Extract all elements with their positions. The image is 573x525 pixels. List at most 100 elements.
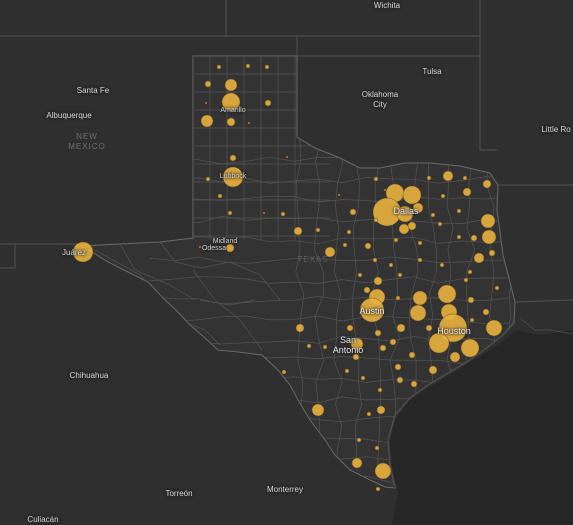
population-symbol[interactable] <box>221 92 241 112</box>
population-symbol[interactable] <box>373 176 379 182</box>
population-symbol[interactable] <box>394 363 402 371</box>
population-symbol[interactable] <box>280 211 286 217</box>
population-symbol[interactable] <box>264 64 270 70</box>
population-symbol[interactable] <box>409 304 427 322</box>
population-symbol[interactable] <box>374 462 392 480</box>
population-symbol[interactable] <box>428 332 450 354</box>
population-symbol[interactable] <box>217 193 223 199</box>
population-symbol[interactable] <box>467 296 475 304</box>
population-symbol[interactable] <box>395 295 401 301</box>
population-symbol[interactable] <box>293 226 303 236</box>
population-symbol[interactable] <box>229 154 237 162</box>
population-symbol[interactable] <box>440 193 446 199</box>
population-symbol[interactable] <box>467 269 473 275</box>
population-symbol[interactable] <box>402 185 422 205</box>
population-symbol[interactable] <box>412 202 424 214</box>
population-symbol[interactable] <box>438 313 468 343</box>
population-symbol[interactable] <box>482 308 490 316</box>
population-symbol[interactable] <box>356 437 362 443</box>
population-symbol[interactable] <box>226 117 236 127</box>
population-symbol[interactable] <box>349 208 357 216</box>
population-symbol[interactable] <box>389 338 397 346</box>
population-symbol[interactable] <box>383 188 387 192</box>
population-symbol[interactable] <box>426 175 432 181</box>
population-symbol[interactable] <box>359 297 385 323</box>
population-symbol[interactable] <box>473 252 485 264</box>
population-symbol[interactable] <box>460 338 480 358</box>
population-symbol[interactable] <box>482 179 492 189</box>
population-symbol[interactable] <box>224 78 238 92</box>
population-symbol[interactable] <box>437 284 457 304</box>
population-symbol[interactable] <box>372 257 378 263</box>
population-symbol[interactable] <box>198 245 202 249</box>
population-symbol[interactable] <box>377 387 383 393</box>
population-symbol[interactable] <box>262 211 266 215</box>
population-symbol[interactable] <box>366 411 372 417</box>
population-symbol[interactable] <box>425 324 433 332</box>
population-symbol[interactable] <box>393 237 399 243</box>
population-symbol[interactable] <box>295 323 305 333</box>
population-symbol[interactable] <box>417 240 423 246</box>
population-symbol[interactable] <box>462 175 468 181</box>
population-symbol[interactable] <box>346 324 354 332</box>
population-symbol[interactable] <box>285 155 289 159</box>
population-symbol[interactable] <box>357 272 363 278</box>
population-symbol[interactable] <box>396 376 404 384</box>
population-symbol[interactable] <box>205 176 211 182</box>
population-symbol[interactable] <box>480 213 496 229</box>
population-symbol[interactable] <box>315 227 321 233</box>
population-symbol[interactable] <box>351 457 363 469</box>
population-symbol[interactable] <box>376 405 386 415</box>
population-symbol[interactable] <box>374 329 382 337</box>
population-symbol[interactable] <box>485 319 503 337</box>
population-symbol[interactable] <box>200 114 214 128</box>
population-symbol[interactable] <box>470 234 478 242</box>
population-symbol[interactable] <box>494 285 500 291</box>
population-symbol[interactable] <box>337 193 341 197</box>
population-symbol[interactable] <box>373 276 383 286</box>
population-symbol[interactable] <box>412 290 428 306</box>
population-symbol[interactable] <box>375 486 381 492</box>
population-symbol[interactable] <box>204 101 208 105</box>
population-symbol[interactable] <box>396 323 406 333</box>
population-symbol[interactable] <box>227 210 233 216</box>
population-symbol[interactable] <box>204 80 212 88</box>
population-symbol[interactable] <box>352 353 360 361</box>
population-symbol[interactable] <box>360 375 366 381</box>
population-symbol[interactable] <box>463 277 469 283</box>
population-symbol[interactable] <box>379 344 387 352</box>
population-symbol[interactable] <box>428 365 438 375</box>
population-symbol[interactable] <box>306 343 312 349</box>
population-symbol[interactable] <box>216 64 222 70</box>
population-symbol[interactable] <box>408 351 416 359</box>
population-symbol[interactable] <box>346 229 352 235</box>
population-symbol[interactable] <box>469 317 475 323</box>
population-symbol[interactable] <box>222 166 244 188</box>
population-symbol[interactable] <box>397 272 403 278</box>
population-symbol[interactable] <box>247 121 251 125</box>
population-symbol[interactable] <box>225 243 235 253</box>
population-symbol[interactable] <box>398 223 410 235</box>
population-symbol[interactable] <box>311 403 325 417</box>
population-symbol[interactable] <box>373 217 379 223</box>
population-symbol[interactable] <box>437 221 443 227</box>
population-symbol[interactable] <box>324 246 336 258</box>
population-symbol[interactable] <box>374 445 380 451</box>
population-symbol[interactable] <box>417 257 423 263</box>
population-symbol[interactable] <box>388 262 394 268</box>
population-symbol[interactable] <box>442 170 454 182</box>
population-symbol[interactable] <box>322 344 328 350</box>
population-symbol[interactable] <box>72 241 94 263</box>
population-symbol[interactable] <box>342 242 348 248</box>
population-symbol[interactable] <box>363 286 371 294</box>
population-symbol[interactable] <box>396 205 414 223</box>
population-symbol[interactable] <box>350 337 364 351</box>
population-symbol[interactable] <box>430 212 436 218</box>
population-symbol[interactable] <box>481 229 497 245</box>
population-symbol[interactable] <box>364 242 372 250</box>
population-symbol[interactable] <box>344 368 350 374</box>
population-symbol[interactable] <box>449 351 461 363</box>
population-symbol[interactable] <box>488 249 496 257</box>
population-symbol[interactable] <box>281 369 287 375</box>
